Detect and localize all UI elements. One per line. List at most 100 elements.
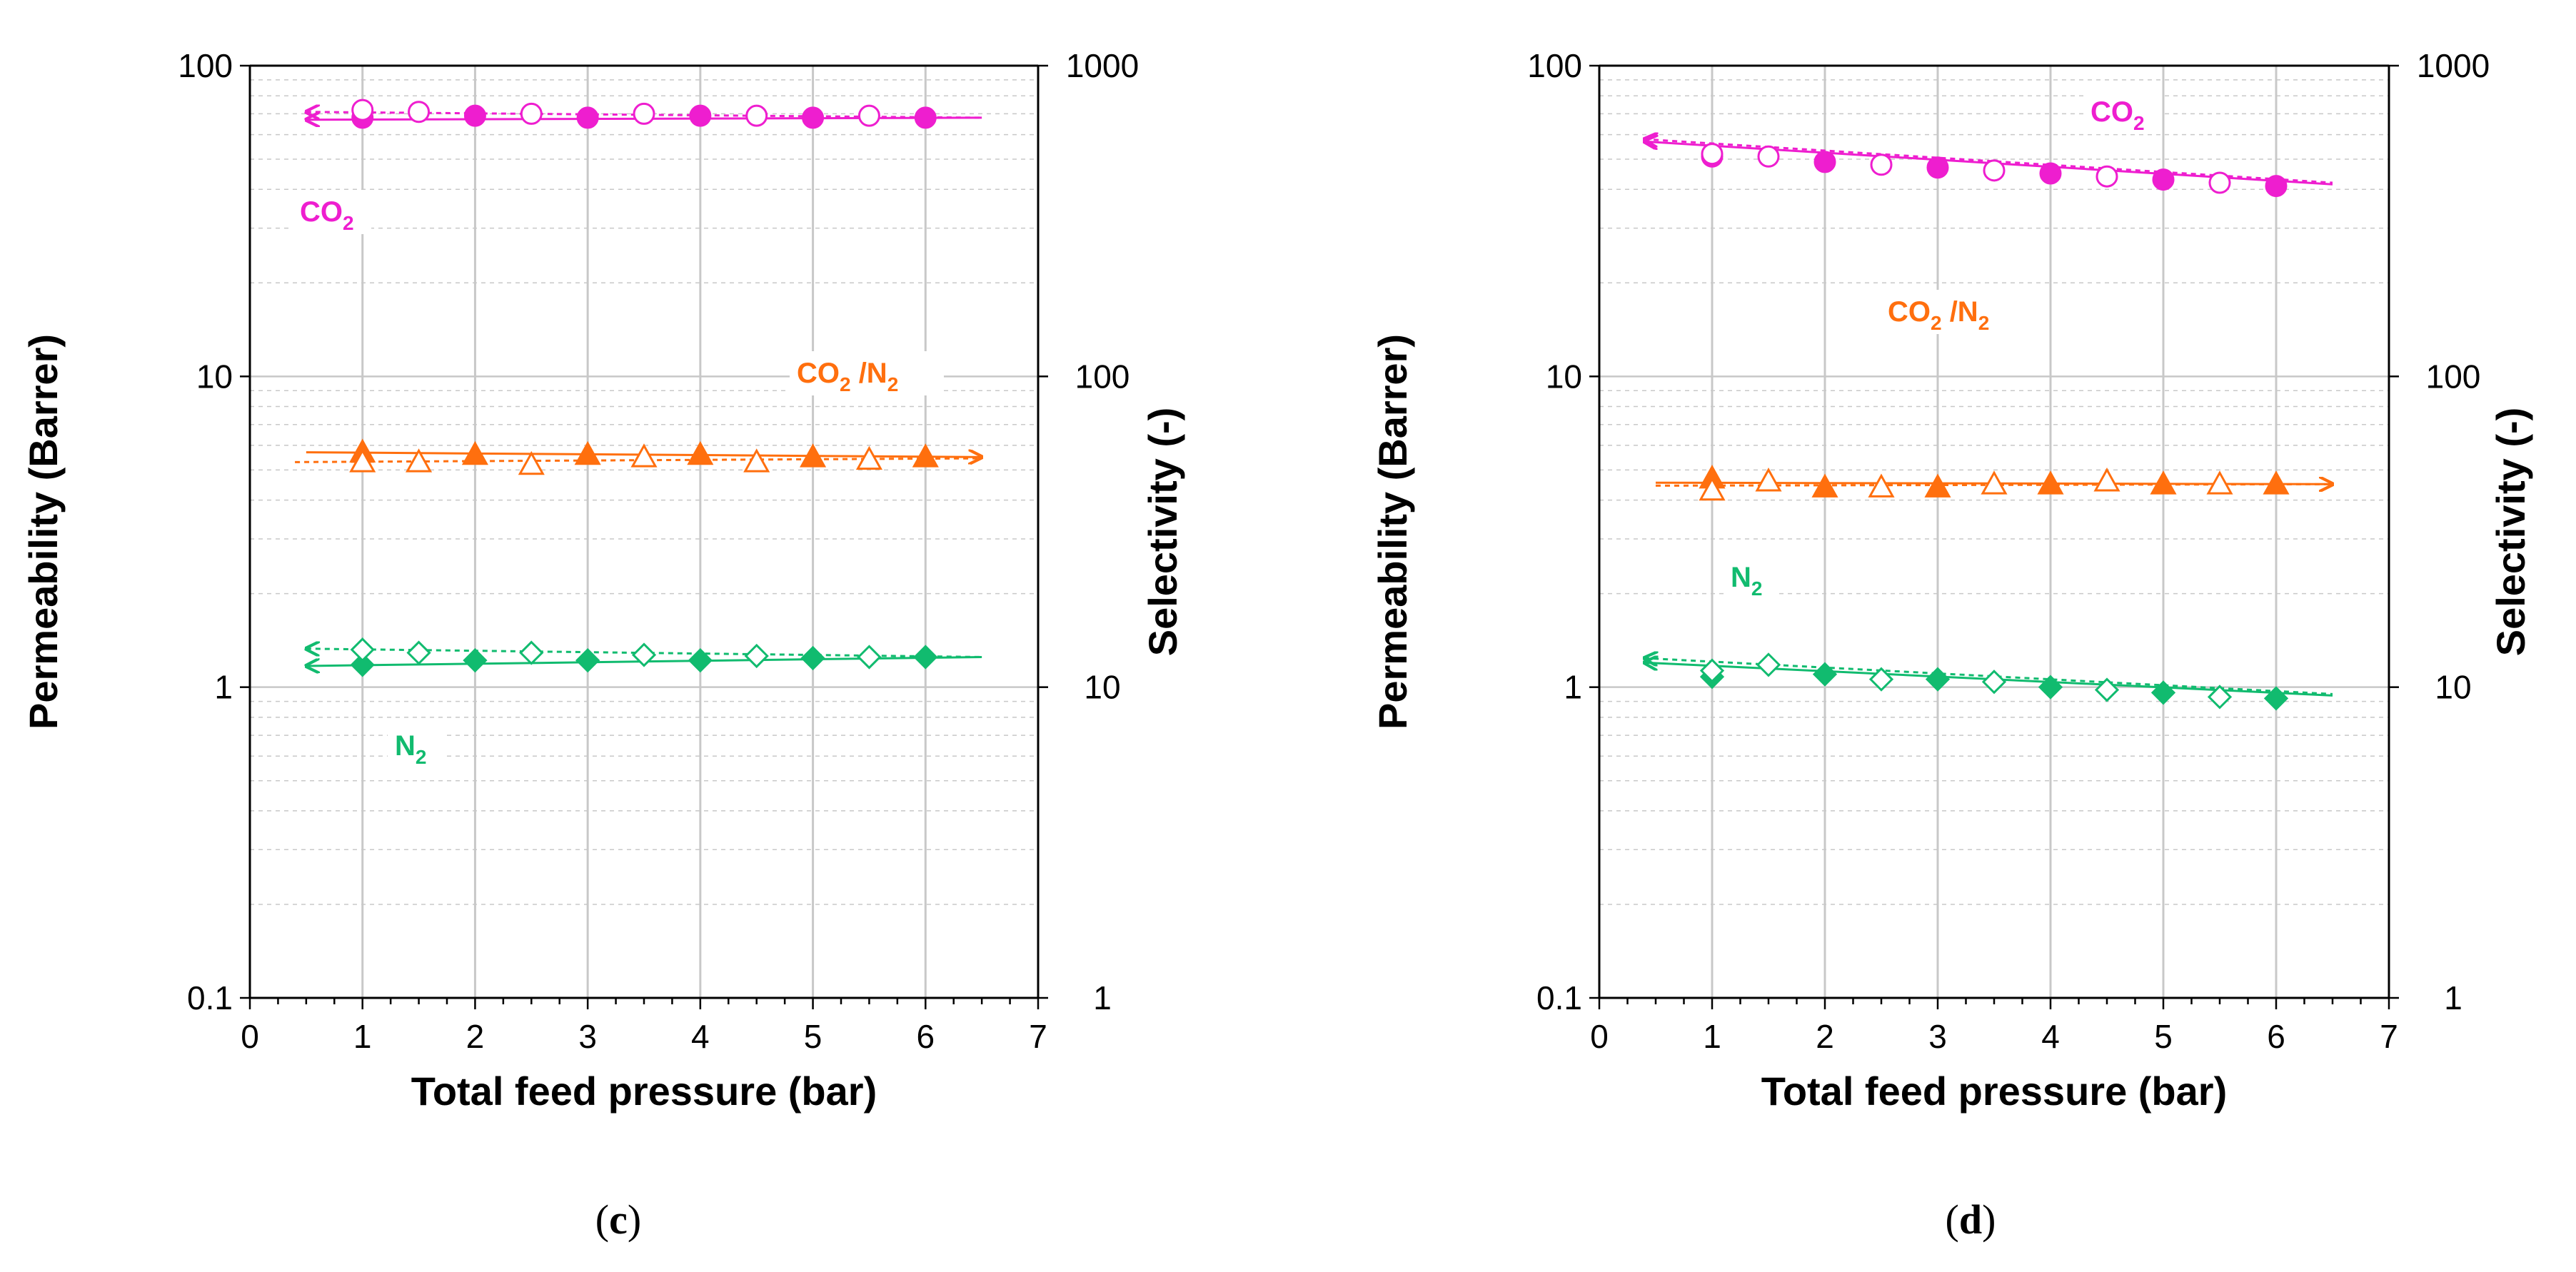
series-label-background xyxy=(1724,555,1779,600)
x-tick-label: 0 xyxy=(1590,1018,1609,1055)
data-point-ratio-filled xyxy=(461,440,488,465)
series-label-background xyxy=(790,351,944,395)
data-point-ratio-filled xyxy=(687,440,714,465)
series-label-co2: CO2 xyxy=(2091,96,2145,134)
x-tick-label: 2 xyxy=(466,1018,485,1055)
data-point-n2-open xyxy=(1868,667,1894,692)
data-point-n2-open xyxy=(2094,677,2120,702)
x-tick-label: 4 xyxy=(2041,1018,2060,1055)
data-point-co2-open xyxy=(408,101,431,123)
data-point-co2-filled xyxy=(1926,156,1949,179)
data-point-ratio-open xyxy=(630,443,658,468)
x-tick-label: 6 xyxy=(916,1018,935,1055)
data-point-n2-open xyxy=(406,640,431,665)
data-point-n2-open xyxy=(1981,670,2007,695)
data-markers xyxy=(349,99,939,677)
data-point-n2-open xyxy=(857,645,882,670)
y-left-tick-label: 0.1 xyxy=(187,979,233,1016)
data-point-co2-filled xyxy=(2152,168,2175,191)
data-point-n2-filled xyxy=(575,647,600,673)
data-point-co2-open xyxy=(2208,171,2231,194)
data-point-ratio-filled xyxy=(2150,470,2177,495)
data-point-co2-filled xyxy=(463,104,486,127)
series-label-background xyxy=(2083,90,2162,134)
y-right-tick-label: 1000 xyxy=(1066,47,1139,84)
data-point-n2-filled xyxy=(2150,680,2176,705)
x-tick-label: 1 xyxy=(1703,1018,1721,1055)
chart-panel-c: 0 1 2 3 4 5 6 7 0.1 1 10 100 1 10 100 1000 Total feed pr… xyxy=(21,47,1185,1243)
data-point-ratio-filled xyxy=(912,443,939,468)
y-left-tick-label: 100 xyxy=(178,47,233,84)
trend-lines xyxy=(1644,139,2333,697)
x-tick-label: 5 xyxy=(2154,1018,2173,1055)
x-tick-label: 4 xyxy=(691,1018,710,1055)
y-left-tick-label: 10 xyxy=(196,358,233,395)
data-point-n2-filled xyxy=(800,645,825,671)
y-right-tick-label: 100 xyxy=(1075,358,1130,395)
data-point-n2-filled xyxy=(1812,662,1838,687)
series-label-background xyxy=(388,724,443,768)
x-tick-label: 7 xyxy=(2380,1018,2398,1055)
x-axis-title: Total feed pressure (bar) xyxy=(411,1069,877,1114)
data-point-co2-open xyxy=(857,104,880,127)
axes: 0 1 2 3 4 5 6 7 0.1 1 10 100 1 10 100 1000 xyxy=(178,47,1139,1055)
y-left-tick-label: 1 xyxy=(1564,669,1582,706)
y-left-tick-label: 1 xyxy=(214,669,233,706)
x-tick-label: 1 xyxy=(353,1018,372,1055)
data-point-co2-filled xyxy=(1813,151,1836,173)
data-point-ratio-open xyxy=(406,448,433,473)
axes: 0 1 2 3 4 5 6 7 0.1 1 10 100 1 10 100 1000 xyxy=(1527,47,2490,1055)
y-right-tick-label: 1 xyxy=(1093,979,1112,1016)
data-point-co2-open xyxy=(745,104,768,127)
panel-caption: (c) xyxy=(595,1196,641,1243)
x-tick-label: 6 xyxy=(2267,1018,2285,1055)
data-point-n2-open xyxy=(744,643,769,669)
data-point-co2-open xyxy=(520,102,543,125)
x-tick-label: 2 xyxy=(1816,1018,1834,1055)
data-point-ratio-open xyxy=(1981,470,2008,495)
data-point-n2-filled xyxy=(688,647,713,673)
panel-caption: (d) xyxy=(1946,1196,1996,1243)
data-point-co2-open xyxy=(633,102,655,125)
data-point-n2-filled xyxy=(2038,675,2063,700)
series-label-background xyxy=(1881,290,2035,334)
data-point-co2-open xyxy=(1701,143,1724,166)
data-point-ratio-open xyxy=(2093,468,2120,492)
data-point-n2-filled xyxy=(913,645,938,670)
x-tick-label: 0 xyxy=(241,1018,259,1055)
data-point-ratio-open xyxy=(1755,468,1782,492)
y-left-tick-label: 0.1 xyxy=(1536,979,1582,1016)
data-point-co2-filled xyxy=(576,106,599,129)
y-right-tick-label: 1000 xyxy=(2417,47,2490,84)
data-point-co2-filled xyxy=(2039,162,2062,185)
data-markers xyxy=(1699,143,2290,711)
data-point-ratio-filled xyxy=(2263,470,2290,495)
y-left-tick-label: 100 xyxy=(1527,47,1582,84)
y-right-axis-title: Selectivity (-) xyxy=(1140,408,1185,657)
data-point-ratio-open xyxy=(349,448,376,473)
x-tick-label: 7 xyxy=(1029,1018,1047,1055)
data-point-ratio-filled xyxy=(1811,473,1838,498)
x-tick-label: 3 xyxy=(578,1018,597,1055)
x-axis-title: Total feed pressure (bar) xyxy=(1761,1069,2227,1114)
data-point-ratio-filled xyxy=(1924,473,1951,498)
series-label-ratio: CO2 /N2 xyxy=(1888,296,1989,334)
data-point-n2-open xyxy=(1699,658,1725,683)
data-point-n2-filled xyxy=(463,647,488,673)
series-label-n2: N2 xyxy=(1731,562,1762,600)
data-point-ratio-open xyxy=(518,450,545,475)
data-point-co2-filled xyxy=(802,106,825,129)
series-label-ratio: CO2 /N2 xyxy=(797,358,898,395)
y-left-tick-label: 10 xyxy=(1546,358,1582,395)
y-right-tick-label: 10 xyxy=(1084,669,1120,706)
data-point-n2-open xyxy=(350,637,375,662)
data-point-ratio-filled xyxy=(800,443,827,468)
y-right-tick-label: 1 xyxy=(2444,979,2462,1016)
series-label-co2: CO2 xyxy=(300,196,354,234)
data-point-ratio-filled xyxy=(2037,470,2064,495)
y-right-axis-title: Selectivity (-) xyxy=(2488,408,2533,657)
data-point-co2-open xyxy=(1870,153,1893,176)
data-point-ratio-open xyxy=(2206,470,2233,495)
data-point-ratio-open xyxy=(1699,476,1726,501)
